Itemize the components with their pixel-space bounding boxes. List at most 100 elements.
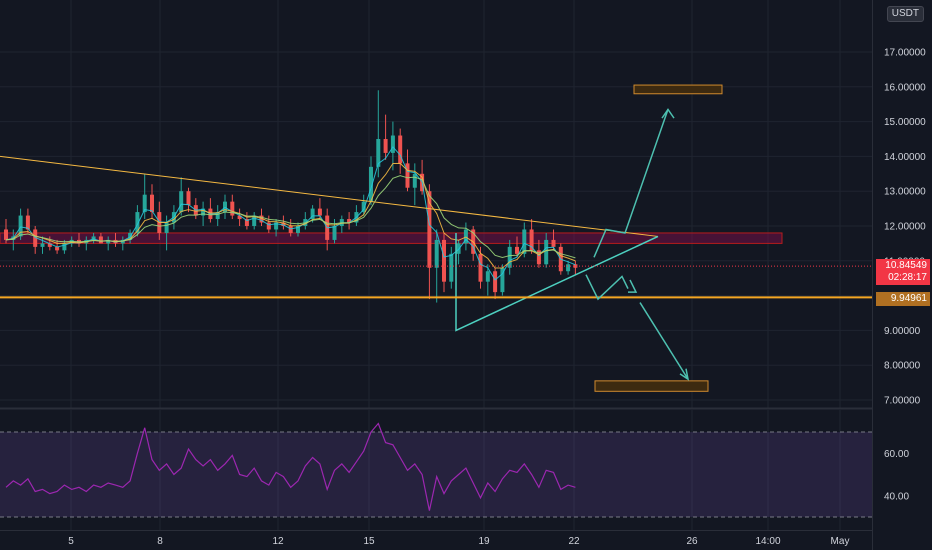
candle-body <box>427 191 432 268</box>
time-tick-label: 15 <box>363 536 375 547</box>
candle-body <box>18 215 23 237</box>
price-tick-label: 12.00000 <box>884 222 926 233</box>
bullish-projection-path <box>593 109 669 258</box>
currency-badge[interactable]: USDT <box>886 6 924 22</box>
price-tick-label: 7.00000 <box>884 396 921 407</box>
price-tick-label: 9.00000 <box>884 326 921 337</box>
price-tick-label: 8.00000 <box>884 361 921 372</box>
candle-body <box>434 239 439 268</box>
lower-target-box <box>594 380 709 392</box>
rsi-tick-label: 60.00 <box>884 449 909 460</box>
candle-body <box>288 226 293 233</box>
candle-body <box>179 191 184 213</box>
price-tick-label: 17.00000 <box>884 48 926 59</box>
time-tick-label: 5 <box>68 536 74 547</box>
price-tick-label: 15.00000 <box>884 117 926 128</box>
candle-body <box>244 219 249 226</box>
candle-body <box>33 229 38 247</box>
candle-body <box>544 239 549 265</box>
candle-body <box>390 135 395 153</box>
resistance-zone <box>0 232 783 244</box>
rsi-band-fill <box>0 432 872 517</box>
candle-body <box>515 246 519 254</box>
candle-body <box>47 243 52 247</box>
candle-body <box>317 208 322 216</box>
support-level-badge: 9.94961 <box>876 292 930 306</box>
candle-body <box>62 243 67 251</box>
bearish-mid-arrowhead <box>628 279 638 293</box>
candle-body <box>40 243 45 247</box>
candle-body <box>405 163 410 188</box>
time-tick-label: May <box>831 536 850 547</box>
price-tick-label: 14.00000 <box>884 152 926 163</box>
candle-body <box>522 229 527 254</box>
candle-body <box>266 222 271 230</box>
candle-body <box>442 239 446 282</box>
last-price-value: 10.84549 <box>885 260 927 271</box>
candle-body <box>201 208 206 216</box>
countdown-value: 02:28:17 <box>888 272 927 283</box>
candle-body <box>332 226 337 240</box>
candle-body <box>91 236 96 240</box>
candle-body <box>478 253 483 282</box>
rsi-tick-label: 40.00 <box>884 491 909 502</box>
candle-body <box>98 236 103 244</box>
candle-body <box>500 267 505 293</box>
candle-body <box>376 139 381 167</box>
time-tick-label: 12 <box>272 536 284 547</box>
candle-body <box>274 222 279 230</box>
candle-body <box>536 250 541 265</box>
candle-body <box>551 239 556 247</box>
candle-body <box>296 226 300 233</box>
time-tick-label: 22 <box>568 536 580 547</box>
candle-body <box>383 139 388 153</box>
candle-body <box>120 239 125 244</box>
candle-body <box>215 212 220 220</box>
bearish-target-arrow <box>639 302 689 380</box>
candle-body <box>252 215 257 226</box>
candle-body <box>573 264 578 268</box>
candle-body <box>4 229 8 240</box>
moving-average-line <box>5 175 576 259</box>
candle-body <box>566 264 571 272</box>
triangle-pattern <box>455 232 659 332</box>
candle-body <box>55 246 60 251</box>
candle-body <box>281 222 286 226</box>
candle-body <box>237 215 242 220</box>
candle-body <box>186 191 191 206</box>
descending-trendline <box>0 155 659 237</box>
candle-body <box>529 229 534 251</box>
time-tick-label: 14:00 <box>755 536 780 547</box>
candle-body <box>398 135 403 164</box>
candle-body <box>106 239 111 244</box>
bearish-projection-path <box>585 274 629 301</box>
candle-body <box>135 212 140 233</box>
last-price-badge: 10.84549 02:28:17 <box>876 259 930 285</box>
time-tick-label: 8 <box>157 536 163 547</box>
candle-body <box>449 253 454 282</box>
candle-body <box>361 201 366 213</box>
candle-body <box>485 271 490 282</box>
candle-body <box>412 173 417 188</box>
rsi-line <box>5 422 576 511</box>
bullish-arrowhead <box>661 108 675 119</box>
candle-body <box>259 215 264 223</box>
candle-body <box>150 194 154 213</box>
candle-body <box>463 229 468 244</box>
price-tick-label: 16.00000 <box>884 82 926 93</box>
candle-body <box>142 194 147 213</box>
bearish-arrowhead <box>679 368 690 381</box>
candle-body <box>507 246 512 268</box>
candle-body <box>369 166 373 202</box>
candle-body <box>164 222 169 233</box>
candle-body <box>493 271 498 293</box>
candle-body <box>230 201 235 216</box>
upper-target-box <box>633 84 723 95</box>
price-tick-label: 13.00000 <box>884 187 926 198</box>
time-tick-label: 26 <box>686 536 698 547</box>
candle-body <box>310 208 315 220</box>
time-tick-label: 19 <box>478 536 490 547</box>
